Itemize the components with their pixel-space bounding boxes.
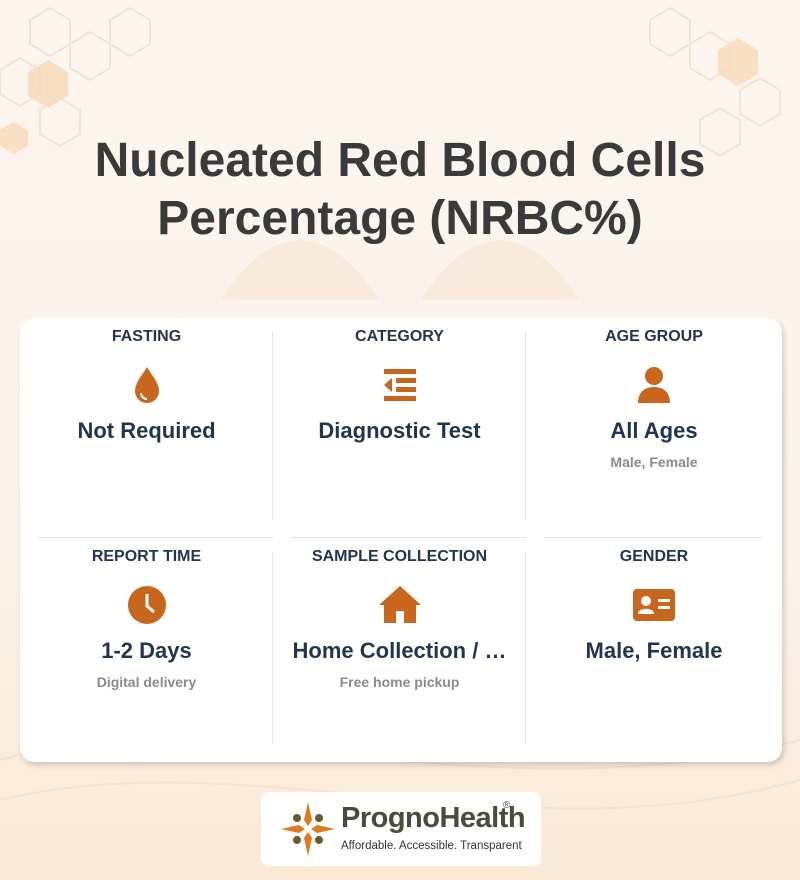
cell-note: Free home pickup bbox=[339, 674, 460, 690]
person-icon bbox=[638, 367, 670, 403]
cell-value: Male, Female bbox=[585, 638, 723, 663]
logo-name: PrognoHealth bbox=[341, 802, 526, 834]
cell-label: AGE GROUP bbox=[605, 328, 703, 345]
info-card: FASTING Not Required CATEGORY Diagnostic… bbox=[20, 318, 782, 762]
cell-label: GENDER bbox=[619, 548, 689, 565]
drop-icon bbox=[134, 367, 159, 403]
clock-icon bbox=[127, 586, 166, 624]
cell-value: Not Required bbox=[77, 418, 216, 443]
logo: PrognoHealth ® Affordable. Accessible. T… bbox=[261, 792, 541, 866]
cell-label: FASTING bbox=[111, 328, 182, 345]
home-icon bbox=[378, 586, 421, 623]
logo-mark bbox=[281, 802, 335, 856]
info-cell: REPORT TIME 1-2 Days Digital delivery bbox=[20, 538, 273, 762]
cell-note: Male, Female bbox=[610, 454, 698, 470]
cell-value: Home Collection / … bbox=[292, 638, 507, 663]
info-cell: AGE GROUP All Ages Male, Female bbox=[526, 318, 782, 538]
cell-label: CATEGORY bbox=[355, 328, 444, 345]
id-card-icon bbox=[633, 589, 675, 621]
cell-value: Diagnostic Test bbox=[318, 418, 481, 443]
cell-value: 1-2 Days bbox=[101, 638, 192, 663]
logo-tagline: Affordable. Accessible. Transparent bbox=[341, 840, 522, 852]
info-cell: CATEGORY Diagnostic Test bbox=[273, 318, 526, 538]
cell-value: All Ages bbox=[610, 418, 698, 443]
title: Nucleated Red Blood Cells Percentage (NR… bbox=[94, 134, 706, 245]
category-icon bbox=[383, 369, 416, 401]
info-cell: FASTING Not Required bbox=[20, 318, 273, 538]
info-cell: GENDER Male, Female bbox=[526, 538, 782, 762]
logo-registered: ® bbox=[503, 800, 511, 811]
cell-note: Digital delivery bbox=[96, 674, 197, 690]
info-cell: SAMPLE COLLECTION Home Collection / … Fr… bbox=[273, 538, 526, 762]
cell-label: SAMPLE COLLECTION bbox=[311, 548, 488, 565]
cell-label: REPORT TIME bbox=[91, 548, 202, 565]
